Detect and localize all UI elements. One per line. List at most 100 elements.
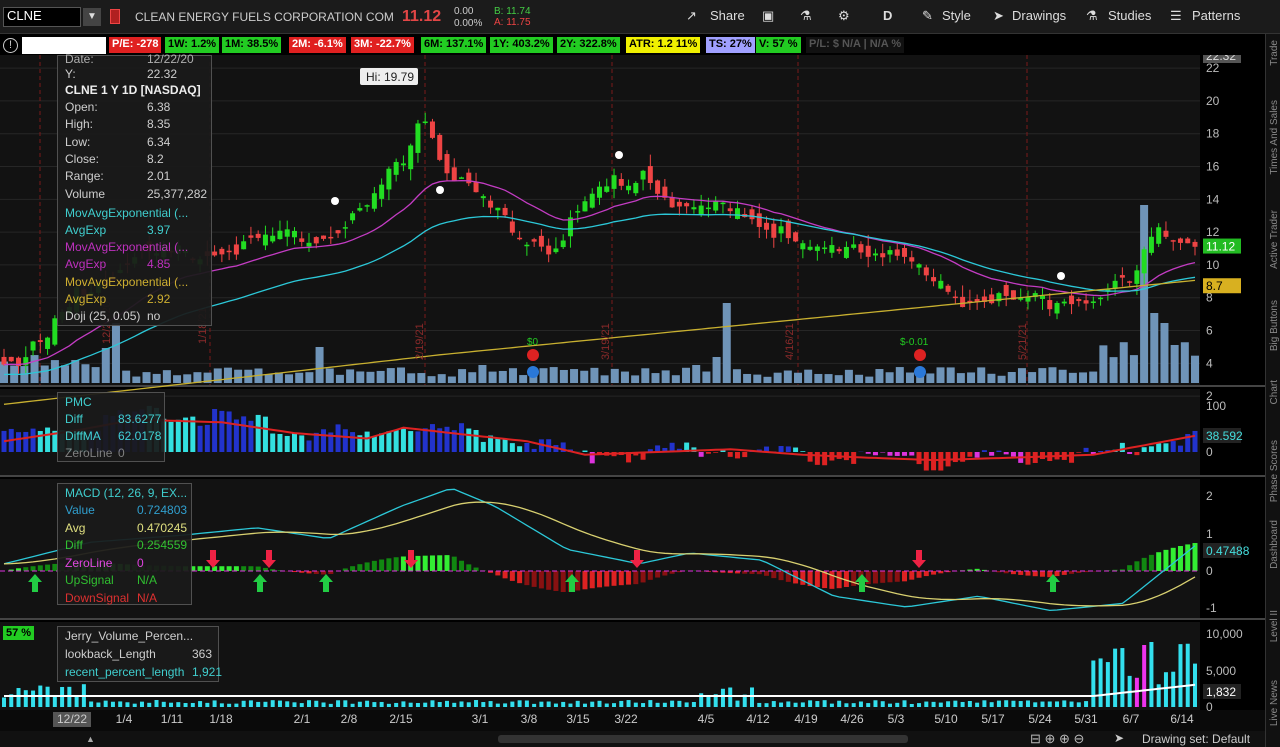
price-tick: 6	[1206, 324, 1213, 338]
drawing-set-label[interactable]: Drawing set: Default	[1142, 732, 1251, 746]
macd-bar	[248, 566, 254, 571]
symbol-dropdown-icon[interactable]: ▼	[83, 8, 101, 26]
side-tab[interactable]: Active Trader	[1269, 210, 1280, 269]
macd-row-label: Value	[65, 503, 95, 517]
screenshot-icon[interactable]: ▣	[762, 8, 775, 23]
candle-body	[291, 230, 297, 238]
pmc-bar	[277, 433, 283, 452]
badge-6: 1Y: 403.2%	[490, 37, 553, 53]
macd-bar	[517, 571, 523, 584]
side-tab[interactable]: Trade	[1269, 40, 1280, 66]
volume-bar	[1089, 371, 1098, 383]
vol-pct-bar	[1105, 662, 1110, 707]
candle-body	[451, 167, 457, 181]
candle-body	[938, 280, 944, 289]
horizontal-scrollbar[interactable]	[498, 735, 908, 743]
pmc-bar	[1098, 451, 1104, 452]
candle-body	[386, 168, 392, 190]
account-box[interactable]	[22, 37, 106, 54]
side-tab[interactable]: Level II	[1269, 610, 1280, 643]
macd-bar	[306, 571, 312, 574]
volume-bar	[559, 369, 568, 383]
pmc-bar	[291, 432, 297, 452]
studies-icon[interactable]: ⚗	[1086, 8, 1098, 23]
candle-body	[313, 237, 319, 244]
symbol-input[interactable]: CLNE	[3, 7, 81, 27]
volume-bar	[427, 376, 436, 383]
macd-bar	[1018, 571, 1024, 575]
vol-pct-bar	[1091, 660, 1096, 707]
link-color-icon[interactable]	[110, 9, 120, 24]
flask-icon[interactable]: ⚗	[800, 8, 812, 23]
macd-bar	[887, 571, 893, 583]
event-icon	[527, 349, 539, 361]
side-tab[interactable]: Phase Scores	[1269, 440, 1280, 503]
candle-body	[836, 249, 842, 252]
macd-bar	[865, 571, 871, 585]
pmc-bar	[720, 449, 726, 452]
vol-pct-bar	[975, 702, 980, 707]
patterns-button[interactable]: Patterns	[1192, 8, 1241, 23]
drawings-button[interactable]: Drawings	[1012, 8, 1067, 23]
candle-body	[880, 253, 886, 258]
macd-bar	[1112, 569, 1118, 571]
vol-pct-bar	[1178, 644, 1183, 707]
event-icon	[914, 349, 926, 361]
pmc-bar	[800, 451, 806, 452]
pmc-ma-line	[3, 418, 1196, 462]
month-date-label: 3/19/21	[600, 323, 612, 360]
macd-value-line	[3, 488, 1196, 612]
volume-bar	[295, 372, 304, 383]
volume-bar	[824, 374, 833, 383]
side-tab[interactable]: Chart	[1269, 380, 1280, 405]
candle-body	[567, 217, 573, 237]
x-tick: 2/1	[294, 712, 311, 726]
price-tick: 20	[1206, 94, 1220, 108]
candle-body	[473, 182, 479, 193]
pointer-icon[interactable]: ➤	[1114, 731, 1125, 745]
side-tab[interactable]: Big Buttons	[1269, 300, 1280, 352]
candle-body	[364, 205, 370, 207]
share-icon[interactable]: ↗	[686, 8, 697, 23]
share-button[interactable]: Share	[710, 8, 745, 23]
gear-icon[interactable]: ⚙	[838, 8, 850, 23]
candle-body	[916, 264, 922, 268]
volume-bar	[264, 374, 273, 383]
x-tick: 4/19	[794, 712, 818, 726]
timeline-icons[interactable]: ⊟ ⊕ ⊕ ⊖	[1030, 731, 1085, 746]
volume-bar	[834, 375, 843, 383]
pmc-bar	[357, 435, 363, 452]
badge-7: 2Y: 322.8%	[557, 37, 620, 53]
style-icon[interactable]: ✎	[922, 8, 933, 23]
info-icon[interactable]: !	[3, 38, 18, 53]
pmc-bar	[321, 429, 327, 452]
vol-pct-bar	[474, 700, 479, 707]
vol-pct-bar	[1069, 701, 1074, 707]
side-tab[interactable]: Times And Sales	[1269, 100, 1280, 175]
cursor-icon[interactable]: ➤	[993, 8, 1004, 23]
vol-pct-bar	[670, 700, 675, 707]
side-tab[interactable]: Live News	[1269, 680, 1280, 727]
vol-pct-bar	[800, 702, 805, 707]
expand-icon[interactable]: ▲	[86, 734, 95, 744]
style-button[interactable]: Style	[942, 8, 971, 23]
patterns-icon[interactable]: ☰	[1170, 8, 1182, 23]
pmc-bar	[241, 416, 247, 452]
studies-button[interactable]: Studies	[1108, 8, 1152, 23]
pmc-diffma-label: DiffMA	[65, 429, 101, 443]
hi-label: Hi: 19.79	[366, 70, 414, 84]
period-button[interactable]: D	[883, 8, 893, 23]
macd-bar	[241, 566, 247, 571]
pmc-bar	[219, 410, 225, 452]
pmc-bar	[764, 446, 770, 452]
vol-tick: 5,000	[1206, 664, 1236, 678]
recent-label: recent_percent_length	[65, 665, 185, 679]
macd-last-tag: 0.47488	[1206, 544, 1250, 558]
pmc-bar	[814, 452, 820, 465]
candle-body	[858, 244, 864, 253]
macd-tick: 0	[1206, 564, 1213, 578]
side-tab[interactable]: Dashboard	[1269, 520, 1280, 569]
macd-bar	[1163, 549, 1169, 571]
price-tick: 12	[1206, 225, 1220, 239]
candle-body	[379, 184, 385, 199]
